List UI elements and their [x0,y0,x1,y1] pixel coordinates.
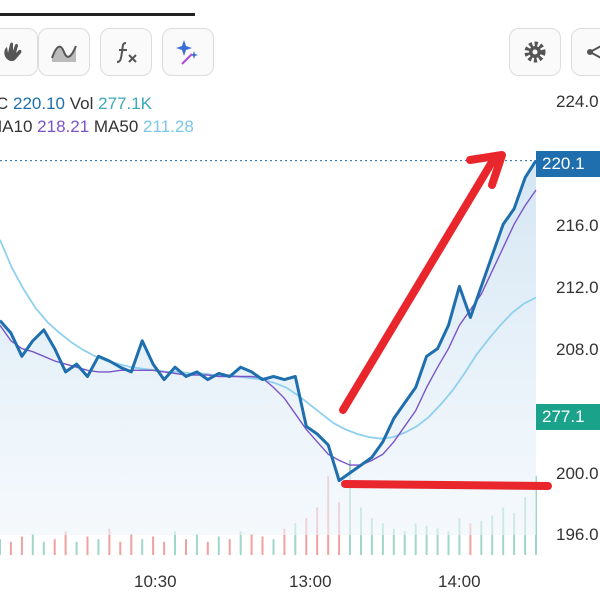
volume-bar [141,539,144,555]
volume-bar [108,528,111,555]
y-tick-label: 216.0 [556,216,599,235]
volume-bar [458,518,461,555]
y-tick-label: 200.0 [556,464,599,483]
vol-value: 277.1K [98,94,153,113]
volume-tag: 277.1 [536,404,600,430]
volume-bar [53,539,56,555]
price-line [0,159,538,483]
volume-bar [370,518,373,555]
volume-bar [217,536,220,555]
status-bar-indicator [0,13,195,16]
gear-icon [524,41,546,63]
volume-bar [425,526,428,555]
share-button[interactable] [571,28,600,76]
volume-bar [42,541,45,555]
price-area-fill [0,160,536,535]
close-label: C [0,94,9,113]
volume-bar [436,528,439,555]
indicator-style-button[interactable] [38,28,90,76]
volume-bar [119,541,122,555]
volume-bar [130,533,133,555]
volume-bar [174,531,176,556]
volume-bar [0,539,1,555]
settings-button[interactable] [509,28,561,76]
volume-bar [250,533,253,555]
ma10-label: MA10 [0,117,33,136]
function-icon [116,42,137,63]
volume-bar [163,541,166,555]
x-tick-label: 13:00 [289,572,332,591]
volume-bar [86,536,89,555]
hand-tool-button[interactable] [0,28,38,76]
volume-bar [185,539,187,555]
volume-bar [261,536,264,555]
volume-bar [239,531,242,556]
ma10-value: 218.21 [37,117,90,136]
volume-bar [480,520,483,555]
volume-bar [414,523,417,555]
volume-bar [283,528,286,555]
ma50-label: MA50 [93,117,139,136]
annotation-arrow-shaft [339,158,496,414]
volume-bar [64,531,67,556]
x-tick-label: 14:00 [438,572,481,591]
y-tick-label: 224.0 [556,92,599,111]
share-icon [587,45,600,59]
volume-bar [195,533,198,555]
volume-bar [9,541,12,555]
function-button[interactable] [100,28,152,76]
volume-bar [381,523,384,555]
ai-tools-button[interactable] [162,28,214,76]
volume-bar [491,515,494,555]
volume-bar [75,541,78,555]
last-price-tag: 220.1 [536,151,600,177]
legend-row-ma: MA10 218.21 MA50 211.28 [0,115,194,138]
volume-bar [305,518,308,555]
y-tick-label: 212.0 [556,278,599,297]
volume-bar [447,531,450,556]
volume-bar [272,539,275,555]
y-tick-label: 196.0 [556,525,599,544]
annotation-arrow-head [466,151,506,189]
volume-bar [294,523,297,555]
hand-icon [4,42,22,62]
volume-bar [152,536,155,555]
sparkle-icon [176,40,198,65]
vol-label: Vol [69,94,94,113]
wave-icon [51,45,77,62]
volume-bar [392,528,395,555]
volume-bar [31,533,34,555]
volume-bar [403,531,406,556]
y-tick-label: 208.0 [556,340,599,359]
x-tick-label: 10:30 [134,572,177,591]
legend-row-price: C 220.10 Vol 277.1K [0,92,194,115]
volume-bar [469,523,472,555]
chart-legend: C 220.10 Vol 277.1K MA10 218.21 MA50 211… [0,92,194,138]
ma50-value: 211.28 [143,117,194,136]
volume-bar [206,541,209,555]
close-value: 220.10 [13,94,66,113]
volume-bar [228,539,231,555]
ma50-line [0,239,537,440]
annotation-support-line [341,480,552,490]
volume-bar [20,536,23,555]
volume-bar [97,539,100,555]
chart-toolbar [0,26,600,82]
